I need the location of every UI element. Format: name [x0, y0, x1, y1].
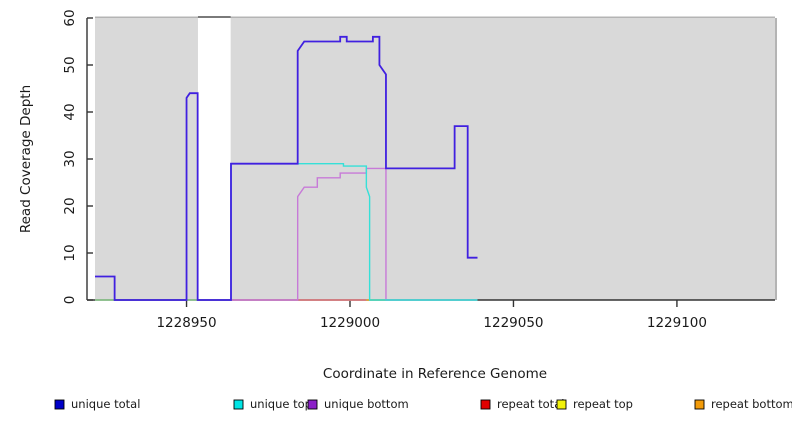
y-tick-label: 40 — [62, 103, 78, 120]
y-tick-label: 30 — [62, 150, 78, 167]
legend-label: unique total — [71, 397, 140, 411]
y-tick-label: 0 — [62, 296, 78, 305]
legend-item: unique bottom — [307, 397, 409, 411]
legend-swatch — [556, 399, 567, 410]
x-tick-label: 1229050 — [483, 315, 543, 331]
series-line-unique-total — [95, 35, 478, 301]
y-axis-tick-labels: 0 10 20 30 40 50 60 — [62, 9, 78, 304]
y-tick-label: 20 — [62, 197, 78, 214]
panel-right-edge — [775, 18, 777, 300]
legend-label: unique bottom — [324, 397, 409, 411]
legend-label: repeat top — [573, 397, 633, 411]
panel-top-edge — [95, 16, 775, 18]
gap-top-edge — [197, 16, 231, 18]
y-axis-title: Read Coverage Depth — [18, 85, 34, 233]
legend-item: unique top — [233, 397, 312, 411]
legend-swatch — [480, 399, 491, 410]
legend-label: unique top — [250, 397, 312, 411]
chart-legend: unique total unique top unique bottom repea… — [54, 397, 792, 411]
x-tick-label: 1229000 — [320, 315, 380, 331]
legend-swatch — [54, 399, 65, 410]
legend-item: repeat total — [480, 397, 564, 411]
x-tick-label: 1229100 — [647, 315, 707, 331]
legend-item: repeat bottom — [694, 397, 792, 411]
legend-item: repeat top — [556, 397, 633, 411]
missing-data-gap — [197, 18, 231, 300]
y-tick-label: 10 — [62, 244, 78, 261]
y-tick-label: 50 — [62, 56, 78, 73]
legend-label: repeat bottom — [711, 397, 792, 411]
x-axis-tick-labels: 1228950 1229000 1229050 1229100 — [156, 315, 707, 331]
legend-item: unique total — [54, 397, 140, 411]
legend-label: repeat total — [497, 397, 564, 411]
legend-swatch — [694, 399, 705, 410]
x-axis-title: Coordinate in Reference Genome — [323, 366, 547, 382]
x-tick-label: 1228950 — [156, 315, 216, 331]
legend-swatch — [307, 399, 318, 410]
y-tick-label: 60 — [62, 9, 78, 26]
series-lines — [95, 35, 478, 301]
legend-swatch — [233, 399, 244, 410]
